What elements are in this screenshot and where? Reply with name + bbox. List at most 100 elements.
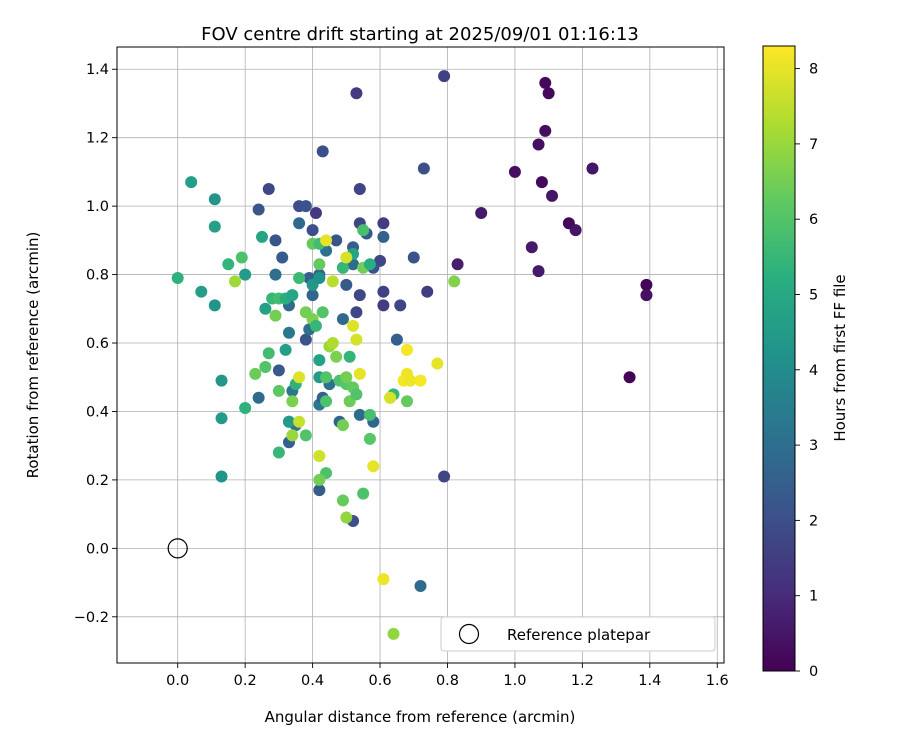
data-point bbox=[401, 395, 414, 408]
data-point bbox=[215, 412, 228, 425]
data-point bbox=[279, 343, 292, 356]
data-point bbox=[336, 419, 349, 432]
data-point bbox=[539, 76, 552, 89]
data-point bbox=[640, 278, 653, 291]
data-point bbox=[350, 388, 363, 401]
data-point bbox=[326, 275, 339, 288]
data-point bbox=[535, 176, 548, 189]
data-point bbox=[235, 251, 248, 264]
y-tick-label: 1.4 bbox=[86, 62, 109, 78]
data-point bbox=[525, 241, 538, 254]
data-point bbox=[320, 395, 333, 408]
colorbar-tick-label: 0 bbox=[809, 664, 818, 680]
data-point bbox=[330, 350, 343, 363]
colorbar-frame bbox=[762, 45, 796, 672]
data-point bbox=[421, 285, 434, 298]
data-point bbox=[340, 278, 353, 291]
data-point bbox=[286, 429, 299, 442]
y-tick-label: 0.8 bbox=[86, 268, 109, 284]
data-point bbox=[259, 360, 272, 373]
data-point bbox=[299, 333, 312, 346]
x-tick-label: 0.4 bbox=[301, 673, 324, 689]
x-tick-label: 0.2 bbox=[234, 673, 257, 689]
colorbar-tick-label: 5 bbox=[809, 287, 818, 303]
data-point bbox=[394, 299, 407, 312]
y-tick-label: 0.0 bbox=[86, 541, 109, 557]
data-point bbox=[282, 415, 295, 428]
x-tick-label: 1.2 bbox=[571, 673, 594, 689]
data-point bbox=[414, 580, 427, 592]
data-point bbox=[249, 367, 262, 380]
data-point bbox=[438, 70, 451, 83]
data-points bbox=[171, 70, 653, 640]
y-tick-label: 1.0 bbox=[86, 199, 109, 215]
colorbar-ticks: 0 1 2 3 4 5 6 7 8 bbox=[795, 62, 818, 680]
colorbar: 0 1 2 3 4 5 6 7 8 Hours from first FF file bbox=[762, 45, 849, 680]
data-point bbox=[282, 326, 295, 339]
y-tick-label: 1.2 bbox=[86, 131, 109, 147]
data-point bbox=[330, 234, 343, 247]
y-tick-label: 0.6 bbox=[86, 336, 109, 352]
data-point bbox=[299, 306, 312, 319]
data-point bbox=[286, 395, 299, 408]
data-point bbox=[546, 189, 559, 202]
data-point bbox=[309, 206, 322, 219]
data-point bbox=[414, 374, 427, 387]
data-point bbox=[542, 87, 555, 100]
data-point bbox=[357, 487, 370, 500]
data-point bbox=[350, 306, 363, 319]
chart-title: FOV centre drift starting at 2025/09/01 … bbox=[201, 24, 639, 45]
data-point bbox=[326, 337, 339, 350]
data-point bbox=[336, 261, 349, 274]
data-point bbox=[377, 299, 390, 312]
data-point bbox=[215, 374, 228, 387]
data-point bbox=[239, 402, 252, 415]
data-point bbox=[320, 371, 333, 384]
data-point bbox=[401, 343, 414, 356]
data-point bbox=[448, 275, 461, 288]
data-point bbox=[252, 203, 265, 216]
data-point bbox=[293, 415, 306, 428]
data-point bbox=[306, 224, 319, 237]
data-point bbox=[347, 319, 360, 332]
data-point bbox=[293, 217, 306, 230]
data-point bbox=[417, 162, 430, 175]
data-point bbox=[451, 258, 464, 271]
data-point bbox=[539, 124, 552, 137]
data-point bbox=[195, 285, 208, 298]
data-point bbox=[336, 494, 349, 507]
data-point bbox=[269, 309, 282, 322]
data-point bbox=[363, 258, 376, 271]
data-point bbox=[340, 371, 353, 384]
data-point bbox=[185, 176, 198, 189]
data-point bbox=[384, 391, 397, 404]
data-point bbox=[532, 265, 545, 278]
data-point bbox=[262, 183, 275, 196]
data-point bbox=[640, 289, 653, 302]
data-point bbox=[586, 162, 599, 175]
colorbar-tick-label: 2 bbox=[809, 513, 818, 529]
y-tick-label: −0.2 bbox=[74, 610, 109, 626]
data-point bbox=[269, 234, 282, 247]
data-point bbox=[353, 408, 366, 421]
legend-open-circle-icon bbox=[458, 623, 480, 645]
y-tick-label: 0.2 bbox=[86, 473, 109, 489]
data-point bbox=[313, 272, 326, 284]
y-tick-label: 0.4 bbox=[86, 404, 109, 420]
plot-frame bbox=[116, 46, 725, 664]
data-point bbox=[377, 573, 390, 586]
data-point bbox=[431, 357, 444, 370]
data-point bbox=[350, 333, 363, 346]
data-point bbox=[313, 484, 326, 497]
data-point bbox=[256, 230, 269, 243]
colorbar-tick-label: 7 bbox=[809, 137, 818, 153]
y-axis-ticks: −0.2 0.0 0.2 0.4 0.6 0.8 1.0 1.2 1.4 bbox=[74, 62, 117, 626]
data-point bbox=[357, 224, 370, 237]
data-point bbox=[623, 371, 636, 384]
legend: Reference platepar bbox=[440, 616, 716, 652]
x-tick-label: 1.4 bbox=[638, 673, 661, 689]
data-point bbox=[272, 364, 285, 377]
data-point bbox=[269, 268, 282, 281]
data-point bbox=[350, 87, 363, 100]
x-tick-label: 1.0 bbox=[503, 673, 526, 689]
